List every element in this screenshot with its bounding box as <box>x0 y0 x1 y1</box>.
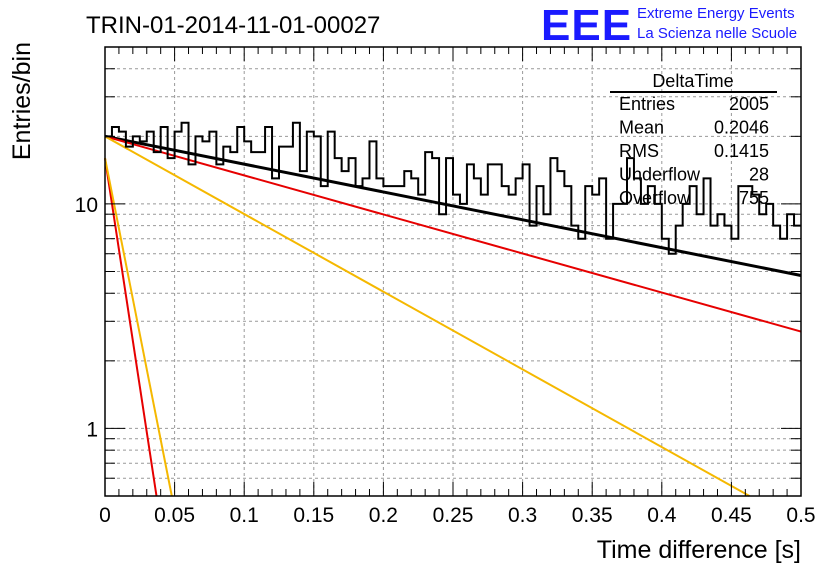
x-tick-label: 0 <box>99 504 111 527</box>
stats-label: Underflow <box>619 165 701 185</box>
x-tick-label: 0.05 <box>154 504 195 527</box>
x-tick-label: 0.1 <box>230 504 259 527</box>
stats-title: DeltaTime <box>652 71 733 91</box>
logo-line-1: Extreme Energy Events <box>637 5 795 22</box>
x-tick-label: 0.35 <box>572 504 613 527</box>
fit-line <box>104 157 173 497</box>
chart-title: TRIN-01-2014-11-01-00027 <box>86 12 380 39</box>
stats-label: Overflow <box>619 188 691 208</box>
x-tick-label: 0.25 <box>433 504 474 527</box>
stats-value: 0.2046 <box>714 118 769 138</box>
x-axis-title: Time difference [s] <box>597 536 801 564</box>
fit-line <box>104 135 802 333</box>
logo-text: EEE <box>541 1 632 50</box>
stats-value: 28 <box>749 165 769 185</box>
x-tick-label: 0.15 <box>293 504 334 527</box>
fit-line <box>104 135 750 497</box>
stats-label: Entries <box>619 94 675 114</box>
stats-value: 2005 <box>729 94 769 114</box>
x-tick-label: 0.5 <box>786 504 815 527</box>
x-tick-label: 0.4 <box>647 504 677 527</box>
stats-value: 0.1415 <box>714 141 769 161</box>
stats-box: DeltaTime Entries 2005 Mean 0.2046 RMS 0.1415… <box>610 71 777 208</box>
fit-lines <box>104 134 802 497</box>
x-tick-label: 0.45 <box>711 504 752 527</box>
y-tick-label: 10 <box>75 194 98 217</box>
x-tick-label: 0.3 <box>508 504 537 527</box>
y-tick-label: 1 <box>86 418 98 441</box>
stats-label: RMS <box>619 141 659 161</box>
stats-value: 755 <box>739 188 769 208</box>
grid-lines <box>105 47 801 496</box>
histogram-outline <box>105 121 801 255</box>
x-tick-labels: 0 0.05 0.1 0.15 0.2 0.25 0.3 0.35 0.4 0.45 0.5 <box>99 504 815 527</box>
axis-ticks <box>104 47 802 496</box>
fit-line <box>104 157 158 497</box>
stats-rows: Entries 2005 Mean 0.2046 RMS 0.1415 Underflow 2… <box>619 94 769 208</box>
stats-label: Mean <box>619 118 664 138</box>
x-tick-label: 0.2 <box>369 504 398 527</box>
y-axis-title: Entries/bin <box>8 42 36 160</box>
fit-line <box>104 134 802 277</box>
eee-logo: EEE Extreme Energy Events La Scienza nel… <box>541 1 797 50</box>
y-tick-labels: 1 10 <box>75 194 98 442</box>
logo-line-2: La Scienza nelle Scuole <box>637 25 797 42</box>
